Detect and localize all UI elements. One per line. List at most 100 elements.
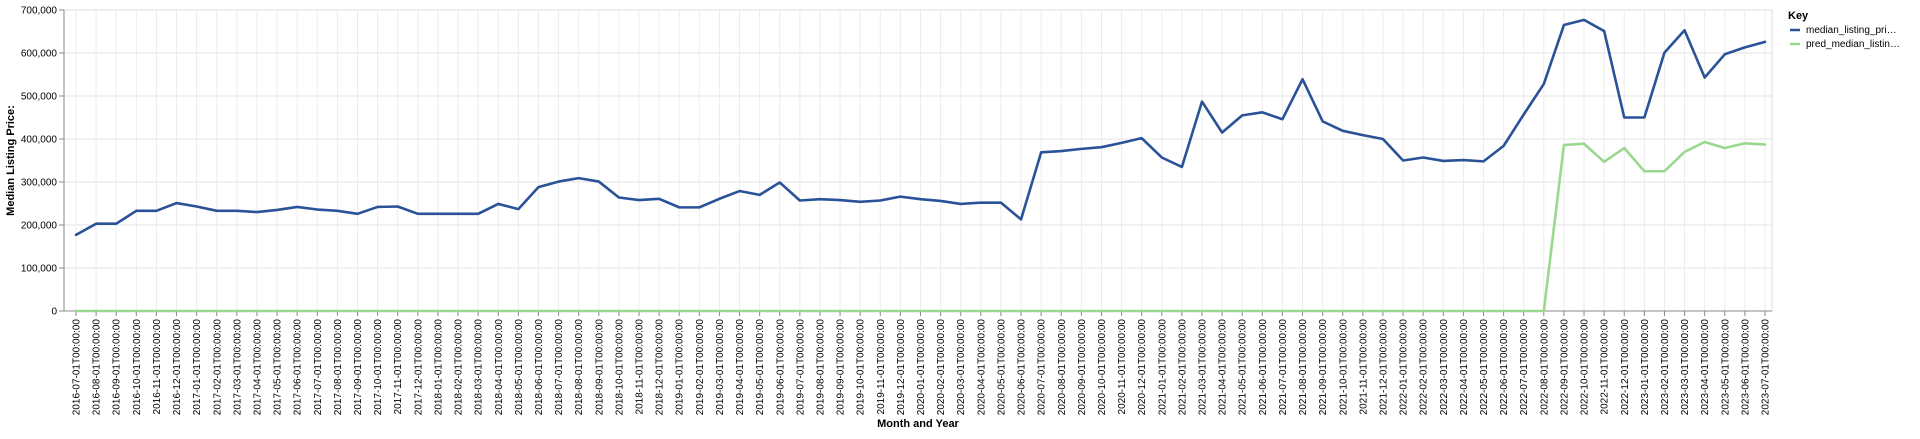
- x-tick-label: 2016-10-01T00:00:00: [132, 319, 143, 416]
- legend-title: Key: [1788, 10, 1809, 22]
- x-tick-label: 2018-04-01T00:00:00: [494, 319, 505, 416]
- x-tick-label: 2016-09-01T00:00:00: [112, 319, 123, 416]
- x-tick-label: 2020-01-01T00:00:00: [916, 319, 927, 416]
- x-tick-label: 2023-07-01T00:00:00: [1761, 319, 1772, 416]
- legend-label: median_listing_pri…: [1806, 25, 1897, 36]
- x-tick-label: 2017-01-01T00:00:00: [192, 319, 203, 416]
- x-tick-label: 2018-11-01T00:00:00: [635, 319, 646, 415]
- x-tick-label: 2023-04-01T00:00:00: [1700, 319, 1711, 416]
- x-tick-label: 2017-03-01T00:00:00: [232, 319, 243, 416]
- x-tick-label: 2016-12-01T00:00:00: [172, 319, 183, 416]
- x-tick-label: 2021-04-01T00:00:00: [1218, 319, 1229, 416]
- y-tick-label: 200,000: [21, 221, 58, 232]
- legend: Key median_listing_pri… pred_median_listi…: [1788, 10, 1900, 50]
- x-tick-label: 2022-08-01T00:00:00: [1539, 319, 1550, 416]
- x-axis-title: Month and Year: [877, 418, 959, 430]
- x-tick-label: 2018-10-01T00:00:00: [614, 319, 625, 416]
- x-tick-label: 2017-07-01T00:00:00: [313, 319, 324, 416]
- x-tick-label: 2016-08-01T00:00:00: [92, 319, 103, 416]
- x-tick-label: 2017-06-01T00:00:00: [293, 319, 304, 416]
- y-axis-title: Median Listing Price:: [5, 105, 17, 216]
- series: [74, 18, 1767, 313]
- x-tick-label: 2022-05-01T00:00:00: [1479, 319, 1490, 416]
- x-tick-label: 2021-10-01T00:00:00: [1338, 319, 1349, 416]
- legend-items: median_listing_pri… pred_median_listin…: [1790, 25, 1900, 50]
- x-tick-label: 2019-10-01T00:00:00: [856, 319, 867, 416]
- x-tick-label: 2022-07-01T00:00:00: [1519, 319, 1530, 416]
- x-tick-label: 2022-10-01T00:00:00: [1580, 319, 1591, 416]
- series-line-median-listing-price: [74, 18, 1767, 237]
- x-tick-label: 2022-06-01T00:00:00: [1499, 319, 1510, 416]
- x-tick-label: 2020-10-01T00:00:00: [1097, 319, 1108, 416]
- x-tick-label: 2021-12-01T00:00:00: [1378, 319, 1389, 416]
- x-tick-label: 2018-06-01T00:00:00: [534, 319, 545, 416]
- x-tick-label: 2020-05-01T00:00:00: [996, 319, 1007, 416]
- x-tick-label: 2019-03-01T00:00:00: [715, 319, 726, 416]
- x-tick-label: 2016-07-01T00:00:00: [72, 319, 83, 416]
- x-tick-label: 2018-12-01T00:00:00: [655, 319, 666, 416]
- x-tick-label: 2021-03-01T00:00:00: [1198, 319, 1209, 416]
- x-tick-label: 2017-12-01T00:00:00: [413, 319, 424, 416]
- x-tick-label: 2019-02-01T00:00:00: [695, 319, 706, 416]
- x-tick-label: 2022-12-01T00:00:00: [1620, 319, 1631, 416]
- x-tick-label: 2018-05-01T00:00:00: [514, 319, 525, 416]
- x-tick-label: 2021-09-01T00:00:00: [1318, 319, 1329, 416]
- y-tick-label: 0: [51, 307, 57, 318]
- y-tick-label: 700,000: [21, 6, 58, 17]
- x-tick-label: 2022-11-01T00:00:00: [1600, 319, 1611, 415]
- x-tick-label: 2020-07-01T00:00:00: [1037, 319, 1048, 416]
- x-tick-label: 2022-01-01T00:00:00: [1399, 319, 1410, 416]
- x-tick-label: 2023-03-01T00:00:00: [1680, 319, 1691, 416]
- plot-frame: [63, 9, 1773, 312]
- x-tick-label: 2017-09-01T00:00:00: [353, 319, 364, 416]
- y-tick-label: 600,000: [21, 49, 58, 60]
- x-tick-label: 2022-09-01T00:00:00: [1559, 319, 1570, 416]
- y-tick-label: 500,000: [21, 92, 58, 103]
- x-tick-label: 2018-09-01T00:00:00: [594, 319, 605, 416]
- x-tick-label: 2019-08-01T00:00:00: [815, 319, 826, 416]
- x-tick-label: 2017-11-01T00:00:00: [393, 319, 404, 415]
- x-tick-label: 2019-09-01T00:00:00: [836, 319, 847, 416]
- legend-label: pred_median_listin…: [1806, 39, 1900, 50]
- x-tick-label: 2019-11-01T00:00:00: [876, 319, 887, 415]
- x-tick-label: 2017-02-01T00:00:00: [212, 319, 223, 416]
- x-tick-label: 2021-01-01T00:00:00: [1157, 319, 1168, 416]
- x-tick-label: 2022-03-01T00:00:00: [1439, 319, 1450, 416]
- x-tick-label: 2020-06-01T00:00:00: [1017, 319, 1028, 416]
- x-tick-label: 2019-07-01T00:00:00: [795, 319, 806, 416]
- x-tick-label: 2017-08-01T00:00:00: [333, 319, 344, 416]
- x-tick-label: 2020-09-01T00:00:00: [1077, 319, 1088, 416]
- x-tick-label: 2018-03-01T00:00:00: [474, 319, 485, 416]
- x-tick-label: 2018-02-01T00:00:00: [454, 319, 465, 416]
- x-tick-label: 2020-12-01T00:00:00: [1137, 319, 1148, 416]
- x-tick-label: 2021-08-01T00:00:00: [1298, 319, 1309, 416]
- y-tick-label: 100,000: [21, 264, 58, 275]
- x-tick-label: 2023-05-01T00:00:00: [1720, 319, 1731, 416]
- x-tick-label: 2020-03-01T00:00:00: [956, 319, 967, 416]
- x-tick-label: 2017-10-01T00:00:00: [373, 319, 384, 416]
- x-tick-label: 2019-06-01T00:00:00: [775, 319, 786, 416]
- x-tick-label: 2018-08-01T00:00:00: [574, 319, 585, 416]
- y-tick-label: 400,000: [21, 135, 58, 146]
- x-tick-label: 2023-01-01T00:00:00: [1640, 319, 1651, 416]
- x-tick-label: 2018-07-01T00:00:00: [554, 319, 565, 416]
- x-tick-label: 2021-11-01T00:00:00: [1358, 319, 1369, 415]
- x-tick-label: 2019-05-01T00:00:00: [755, 319, 766, 416]
- x-tick-label: 2020-11-01T00:00:00: [1117, 319, 1128, 415]
- x-tick-label: 2019-04-01T00:00:00: [735, 319, 746, 416]
- x-tick-label: 2022-04-01T00:00:00: [1459, 319, 1470, 416]
- grid: [63, 9, 1773, 312]
- x-tick-label: 2017-04-01T00:00:00: [252, 319, 263, 416]
- x-tick-label: 2016-11-01T00:00:00: [152, 319, 163, 415]
- x-tick-label: 2020-02-01T00:00:00: [936, 319, 947, 416]
- y-tick-label: 300,000: [21, 178, 58, 189]
- x-tick-label: 2020-08-01T00:00:00: [1057, 319, 1068, 416]
- axes: 0 100,000 200,000 300,000 400,000 500,000 600,…: [21, 6, 1772, 416]
- x-tick-label: 2021-07-01T00:00:00: [1278, 319, 1289, 416]
- x-tick-label: 2021-02-01T00:00:00: [1177, 319, 1188, 416]
- x-tick-label: 2019-01-01T00:00:00: [675, 319, 686, 416]
- x-tick-label: 2020-04-01T00:00:00: [976, 319, 987, 416]
- x-tick-label: 2023-02-01T00:00:00: [1660, 319, 1671, 416]
